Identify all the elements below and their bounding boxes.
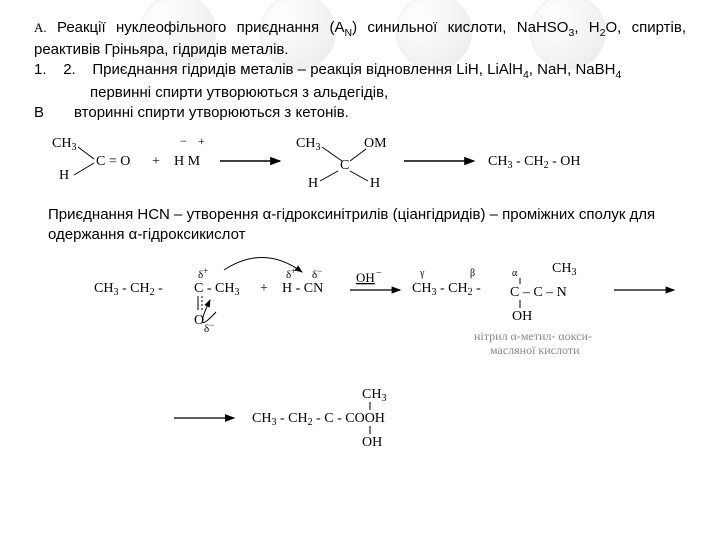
reaction-hcn: CH3 - CH2 - δ+ C - CH3 O δ− + δ+ δ− H - … (94, 250, 686, 370)
para-1-2: 1. 2. Приєднання гідридів металів – реак… (34, 60, 686, 82)
p1-part3: , Н (574, 19, 599, 36)
svg-text:O: O (194, 313, 204, 328)
svg-text:CH3 - CH2 - OH: CH3 - CH2 - OH (488, 154, 580, 171)
svg-text:H: H (370, 176, 380, 191)
svg-text:+: + (260, 281, 268, 296)
para-a: A. Реакції нуклеофільного приєднання (АN… (34, 18, 686, 60)
p2-part1: Приєднання гідридів металів – реакція ві… (92, 61, 523, 78)
svg-text:δ+: δ+ (286, 266, 296, 281)
svg-text:δ+: δ+ (198, 266, 208, 281)
sub-4b: 4 (616, 69, 622, 81)
svg-text:H: H (308, 176, 318, 191)
svg-text:OM: OM (364, 136, 387, 151)
svg-text:CH3 - CH2 - C - COOH: CH3 - CH2 - C - COOH (252, 411, 385, 428)
sub-n: N (345, 27, 353, 39)
p2-part2: , NaH, NaBH (529, 61, 616, 78)
para-b: Ввторинні спирти утворюються з кетонів. (34, 103, 686, 123)
document-body: A. Реакції нуклеофільного приєднання (АN… (0, 0, 720, 454)
svg-text:OH: OH (362, 435, 382, 450)
para-hcn: Приєднання HCN – утворення α-гідроксиніт… (48, 205, 686, 244)
svg-text:α: α (512, 268, 518, 279)
svg-text:H - CN: H - CN (282, 281, 323, 296)
svg-text:OH: OH (512, 309, 532, 324)
svg-text:CH3: CH3 (552, 261, 576, 278)
num-1: 1. (34, 61, 47, 78)
svg-text:C = O: C = O (96, 154, 130, 169)
svg-text:CH3: CH3 (296, 136, 320, 153)
txt-primary: первинні спирти утворюються з альдегідів… (90, 84, 388, 101)
reaction-hydride: CH3 H C = O + − + H M CH3 OM C H H CH (44, 131, 686, 191)
para-primary: первинні спирти утворюються з альдегідів… (34, 83, 686, 103)
txt-secondary: вторинні спирти утворюються з кетонів. (74, 104, 349, 121)
svg-text:β: β (470, 268, 475, 279)
num-2: 2. (63, 61, 76, 78)
svg-text:CH3: CH3 (362, 387, 386, 404)
svg-text:δ−: δ− (312, 266, 322, 281)
svg-text:CH3: CH3 (52, 136, 76, 153)
svg-text:+: + (152, 154, 160, 169)
label-a: A. (34, 20, 47, 35)
svg-text:нітрил α-метил- αокси-: нітрил α-метил- αокси- (474, 329, 592, 343)
txt-hcn: Приєднання HCN – утворення α-гідроксиніт… (48, 206, 655, 243)
svg-text:H: H (59, 168, 69, 183)
svg-text:γ: γ (419, 268, 425, 279)
svg-text:C - CH3: C - CH3 (194, 281, 239, 298)
svg-text:−: − (376, 268, 382, 279)
svg-text:+: + (198, 134, 205, 148)
svg-text:CH3 - CH2 -: CH3 - CH2 - (412, 281, 481, 298)
svg-text:C – C – N: C – C – N (510, 285, 567, 300)
p1-part1: Реакції нуклеофільного приєднання (А (57, 19, 345, 36)
svg-text:OH: OH (356, 270, 375, 285)
svg-text:−: − (180, 134, 187, 148)
svg-text:δ−: δ− (204, 320, 214, 335)
label-b: В (34, 104, 44, 121)
reaction-final: CH3 CH3 - CH2 - C - COOH OH (174, 384, 686, 454)
svg-text:CH3 - CH2 -: CH3 - CH2 - (94, 281, 163, 298)
svg-text:C: C (340, 158, 349, 173)
p1-part2: ) синильної кислоти, NaHSO (352, 19, 568, 36)
svg-text:масляної кислоти: масляної кислоти (490, 343, 580, 357)
svg-text:H M: H M (174, 154, 201, 169)
